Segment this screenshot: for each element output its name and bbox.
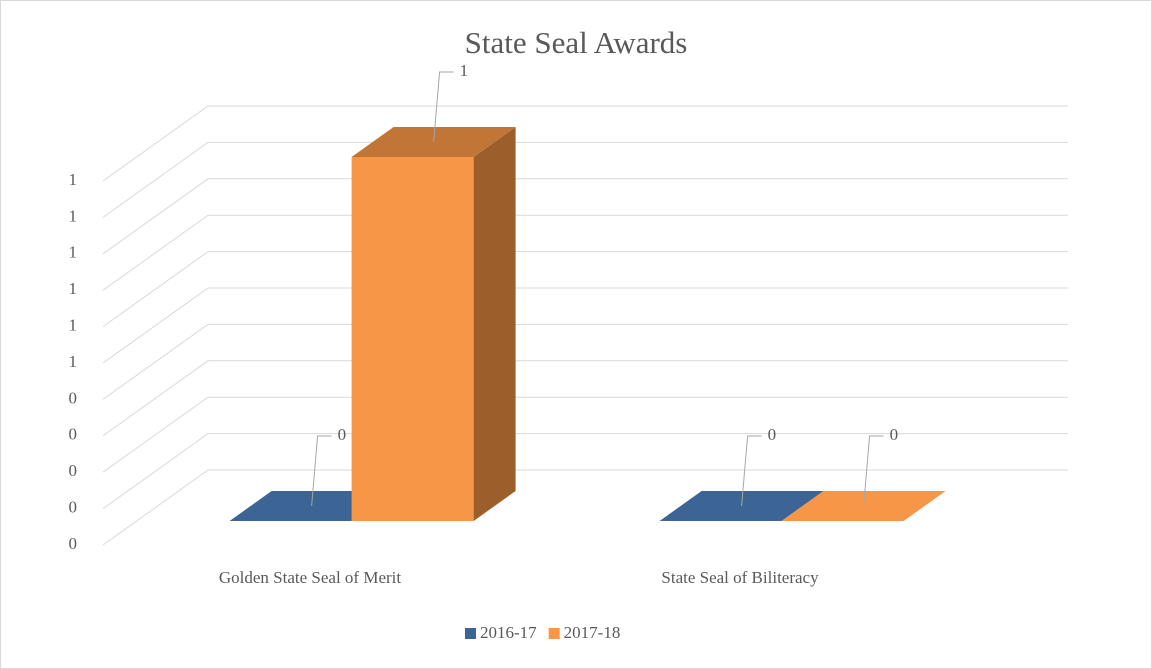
- y-tick-label: 1: [69, 352, 78, 371]
- y-tick-label: 0: [69, 498, 78, 517]
- y-tick-label: 0: [69, 388, 78, 407]
- label-leader: [863, 435, 884, 507]
- legend-label: 2016-17: [480, 623, 537, 642]
- y-tick-label: 1: [69, 206, 78, 225]
- bar: [351, 127, 516, 521]
- grid-line: [102, 105, 1068, 182]
- data-label: 0: [768, 425, 777, 444]
- grid-line: [102, 287, 1068, 364]
- grid-line: [102, 251, 1068, 328]
- bar-side: [473, 127, 516, 521]
- grid-line: [102, 178, 1068, 255]
- grid-line: [102, 396, 1068, 473]
- data-label: 0: [338, 425, 347, 444]
- legend-swatch: [548, 628, 560, 639]
- label-leader: [311, 435, 332, 507]
- legend-swatch: [465, 628, 476, 639]
- bar-front: [351, 157, 474, 521]
- grid-line: [102, 323, 1068, 400]
- label-leader: [741, 435, 762, 507]
- grid-line: [102, 360, 1068, 437]
- y-tick-label: 0: [69, 461, 78, 480]
- bar-top: [351, 127, 516, 157]
- y-tick-label: 0: [69, 425, 78, 444]
- y-tick-label: 1: [69, 279, 78, 298]
- grid-line: [102, 469, 1068, 546]
- y-tick-label: 1: [69, 243, 78, 262]
- grid-line: [102, 433, 1068, 510]
- x-tick-label: State Seal of Biliteracy: [661, 568, 819, 587]
- x-tick-label: Golden State Seal of Merit: [219, 568, 402, 587]
- y-tick-label: 0: [69, 534, 78, 553]
- grid-line: [102, 214, 1068, 291]
- y-tick-label: 1: [69, 316, 78, 335]
- label-leader: [433, 71, 454, 143]
- data-label: 0: [890, 425, 899, 444]
- grid-line: [102, 141, 1068, 218]
- legend-label: 2017-18: [564, 623, 621, 642]
- y-tick-label: 1: [69, 170, 78, 189]
- chart-title: State Seal Awards: [465, 25, 688, 60]
- data-label: 1: [460, 61, 469, 80]
